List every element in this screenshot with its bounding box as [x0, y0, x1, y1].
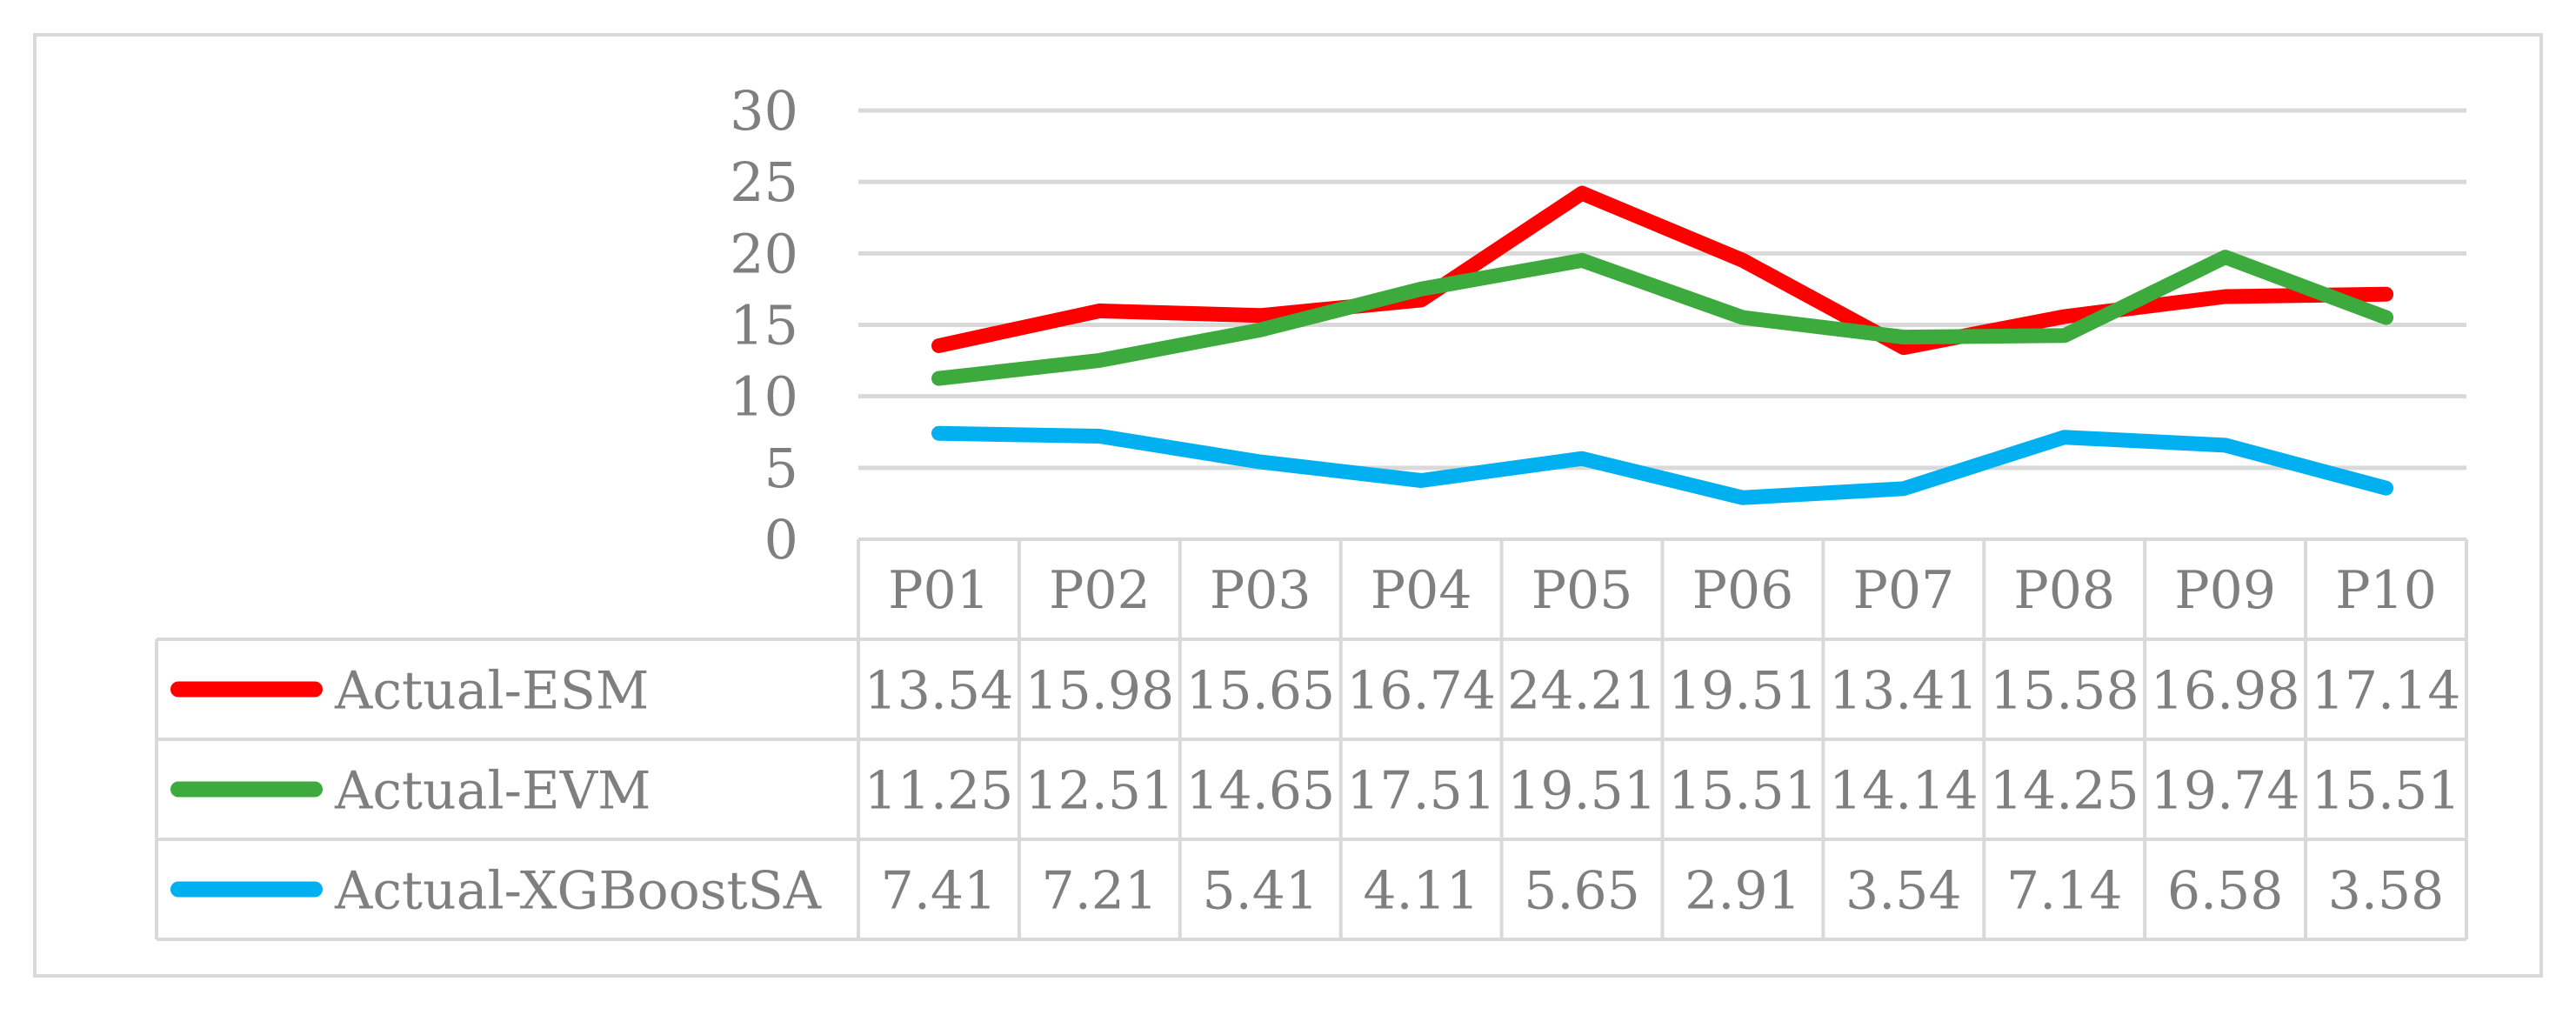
table-value: 4.11: [1363, 861, 1479, 922]
table-value: 15.98: [1024, 661, 1174, 722]
x-category-label: P10: [2335, 560, 2437, 621]
table-value: 15.65: [1185, 661, 1335, 722]
legend-label: Actual-ESM: [334, 661, 649, 722]
legend-label: Actual-EVM: [334, 761, 651, 822]
table-value: 16.98: [2151, 661, 2300, 722]
y-tick-label: 25: [730, 150, 798, 214]
table-value: 17.51: [1346, 761, 1496, 822]
table-value: 15.51: [2312, 761, 2461, 822]
table-value: 17.14: [2312, 661, 2461, 722]
chart-border: [33, 33, 2543, 978]
y-tick-label: 0: [764, 508, 798, 571]
x-category-label: P05: [1532, 560, 1633, 621]
y-tick-label: 5: [764, 437, 798, 500]
table-value: 14.14: [1829, 761, 1979, 822]
series-lines: [931, 185, 2394, 505]
data-table: P01 P02 P03 P04 P05 P06 P07 P08 P09 P10 Actual-ESM…: [155, 538, 2468, 941]
x-category-label: P03: [1210, 560, 1311, 621]
table-value: 24.21: [1507, 661, 1657, 722]
table-value: 5.65: [1524, 861, 1640, 922]
table-value: 14.65: [1185, 761, 1335, 822]
table-value: 7.14: [2006, 861, 2123, 922]
gridlines: [858, 108, 2466, 471]
table-value: 7.41: [881, 861, 998, 922]
y-tick-label: 15: [730, 294, 798, 357]
table-value: 7.21: [1042, 861, 1158, 922]
table-value: 19.51: [1507, 761, 1657, 822]
x-category-label: P02: [1049, 560, 1151, 621]
table-value: 19.51: [1668, 661, 1818, 722]
x-category-label: P06: [1692, 560, 1794, 621]
table-value: 2.91: [1685, 861, 1801, 922]
table-value: 12.51: [1024, 761, 1174, 822]
table-value: 6.58: [2167, 861, 2284, 922]
table-value: 3.58: [2328, 861, 2445, 922]
x-category-label: P09: [2174, 560, 2276, 621]
y-tick-label: 30: [730, 79, 798, 143]
x-category-label: P01: [888, 560, 990, 621]
table-value: 15.58: [1990, 661, 2139, 722]
y-tick-label: 20: [730, 222, 798, 285]
x-category-label: P04: [1371, 560, 1472, 621]
table-value: 16.74: [1346, 661, 1496, 722]
series-line-actual-xgboostsa: [931, 425, 2394, 505]
y-axis: 0 5 10 15 20 25 30: [730, 79, 798, 571]
table-value: 13.41: [1829, 661, 1979, 722]
table-value: 15.51: [1668, 761, 1818, 822]
series-line-actual-esm: [931, 185, 2394, 356]
series-line-actual-evm: [931, 250, 2394, 386]
table-value: 3.54: [1845, 861, 1962, 922]
table-value: 11.25: [864, 761, 1014, 822]
table-value: 5.41: [1202, 861, 1318, 922]
x-category-label: P08: [2013, 560, 2115, 621]
table-value: 19.74: [2151, 761, 2300, 822]
table-value: 13.54: [864, 661, 1014, 722]
x-category-label: P07: [1852, 560, 1954, 621]
legend-label: Actual-XGBoostSA: [334, 861, 822, 922]
y-tick-label: 10: [730, 365, 798, 429]
table-value: 14.25: [1990, 761, 2139, 822]
